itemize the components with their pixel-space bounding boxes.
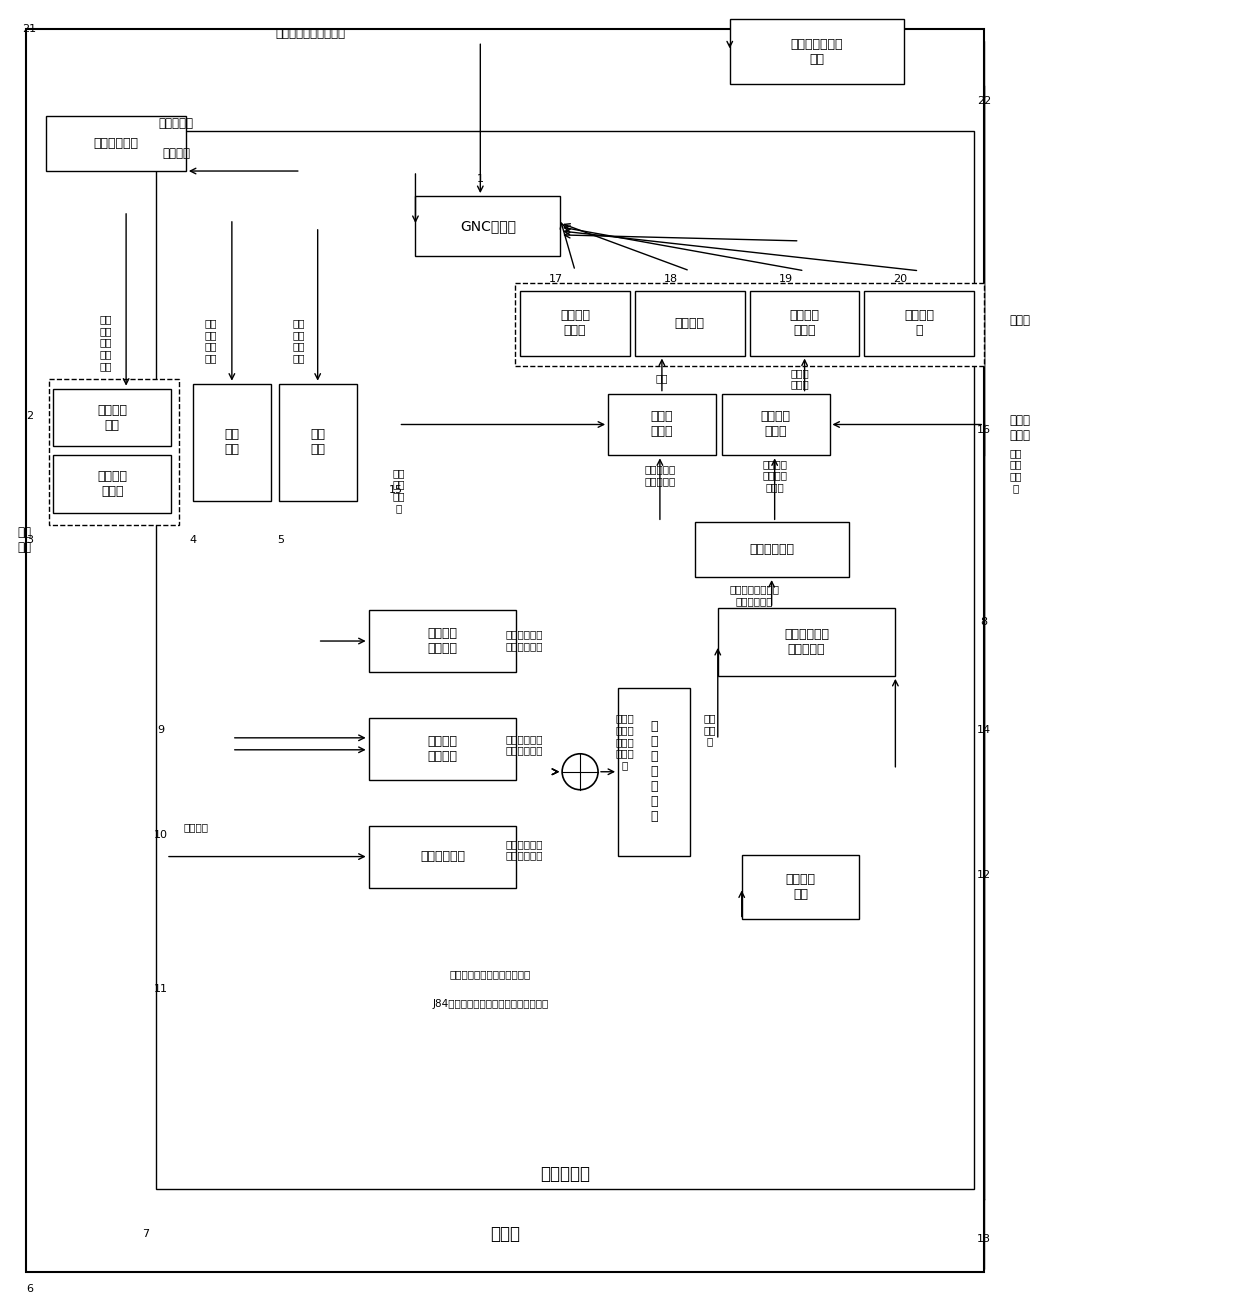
Text: 动
力
学
计
算
模
块: 动 力 学 计 算 模 块	[650, 720, 657, 823]
Bar	[156, 131, 975, 1189]
Text: 航天器本体系
下的三轴力矩: 航天器本体系 下的三轴力矩	[506, 733, 543, 756]
Text: 2: 2	[26, 411, 33, 421]
Text: 22: 22	[977, 96, 991, 106]
Text: 17: 17	[549, 274, 563, 283]
Text: 敏感器: 敏感器	[1009, 314, 1030, 327]
Text: 3: 3	[26, 535, 32, 546]
Bar	[722, 394, 830, 455]
Text: 力矩计算模块: 力矩计算模块	[420, 850, 465, 863]
Text: 地球红
外辐射: 地球红 外辐射	[790, 367, 808, 390]
Text: 执行
机构: 执行 机构	[17, 526, 31, 554]
Bar	[864, 291, 975, 356]
Text: 恒流
源激
励信
号: 恒流 源激 励信 号	[392, 468, 404, 513]
Bar	[368, 718, 516, 779]
Text: 静态力矩
测量台: 静态力矩 测量台	[97, 471, 128, 499]
Text: 20: 20	[893, 274, 908, 283]
Text: 控制
力矩
陀螺
控制
命令: 控制 力矩 陀螺 控制 命令	[100, 315, 113, 371]
Text: 前置站: 前置站	[490, 1225, 521, 1242]
Text: 动力
学输
出: 动力 学输 出	[703, 714, 715, 747]
Text: 推进
系统
控制
命令: 推进 系统 控制 命令	[293, 319, 305, 363]
Text: 19: 19	[779, 274, 792, 283]
Text: 陀螺、加
速度计: 陀螺、加 速度计	[560, 310, 590, 337]
Bar	[750, 291, 859, 356]
Text: 惯性坐标系下航天器的角速度: 惯性坐标系下航天器的角速度	[450, 970, 531, 979]
Text: 指令、注入: 指令、注入	[159, 117, 193, 130]
Text: 坐标变换
模块: 坐标变换 模块	[786, 872, 816, 901]
Text: 遥测数据: 遥测数据	[162, 147, 190, 160]
Text: 推进系统
数学模型: 推进系统 数学模型	[428, 627, 458, 655]
Text: 18: 18	[663, 274, 678, 283]
Text: 9: 9	[157, 724, 165, 735]
Text: 15: 15	[388, 485, 403, 496]
Bar	[53, 455, 171, 513]
Text: 红外地球
模拟器: 红外地球 模拟器	[760, 411, 791, 438]
Text: 13: 13	[977, 1233, 991, 1244]
Text: 太阳敏感
器: 太阳敏感 器	[904, 310, 934, 337]
Text: 控制力矩
陀螺: 控制力矩 陀螺	[97, 404, 128, 432]
Text: 6: 6	[26, 1283, 32, 1294]
Bar	[193, 383, 270, 501]
Bar	[26, 1199, 985, 1269]
Text: 7: 7	[143, 1229, 150, 1239]
Text: 磁力
矩器: 磁力 矩器	[224, 429, 239, 457]
Bar	[368, 610, 516, 672]
Text: 8: 8	[981, 617, 988, 627]
Text: 外系统等效器: 外系统等效器	[94, 136, 139, 150]
Text: 数据显示和存储
系统: 数据显示和存储 系统	[791, 38, 843, 66]
Text: 11: 11	[154, 984, 169, 994]
Text: 红外地球
模拟器激
励信号: 红外地球 模拟器激 励信号	[763, 459, 787, 492]
Bar	[635, 291, 745, 356]
Text: 测量力矩: 测量力矩	[184, 823, 208, 833]
Text: 敏感器和敏感器模
拟器激励信号: 敏感器和敏感器模 拟器激励信号	[729, 584, 780, 606]
Text: 航天器
本体系
下的三
轴合力
矩: 航天器 本体系 下的三 轴合力 矩	[615, 714, 635, 770]
Text: 12: 12	[977, 870, 991, 879]
Text: 4: 4	[190, 535, 196, 546]
Text: 16: 16	[977, 425, 991, 436]
Text: 恒流
源激
励信
号: 恒流 源激 励信 号	[1009, 447, 1022, 493]
Bar	[608, 394, 715, 455]
Text: 星图: 星图	[656, 374, 668, 383]
Bar	[516, 283, 985, 366]
Text: 动态星
模拟器: 动态星 模拟器	[651, 411, 673, 438]
Text: 14: 14	[977, 724, 991, 735]
Bar	[730, 20, 904, 84]
Bar	[368, 825, 516, 887]
Bar	[53, 388, 171, 446]
Text: 星敏感器: 星敏感器	[675, 316, 704, 329]
Bar	[742, 854, 859, 920]
Text: 航天器本体系
下的三轴力矩: 航天器本体系 下的三轴力矩	[506, 838, 543, 861]
Text: 21: 21	[22, 25, 36, 34]
Bar	[415, 195, 560, 256]
Text: J84坐标系下航天器的位置、姿态四元数: J84坐标系下航天器的位置、姿态四元数	[433, 1000, 548, 1009]
Text: GNC控制器: GNC控制器	[460, 219, 516, 234]
Text: 仿真计算机: 仿真计算机	[541, 1165, 590, 1183]
Text: 敏感器
模拟器: 敏感器 模拟器	[1009, 415, 1030, 442]
Text: 推进
系统: 推进 系统	[310, 429, 325, 457]
Text: 1: 1	[477, 174, 484, 184]
Bar	[46, 117, 186, 171]
Text: 敏感器激励信
号计算模块: 敏感器激励信 号计算模块	[784, 628, 830, 656]
Bar	[618, 687, 689, 855]
Bar	[718, 607, 895, 676]
Text: 磁力
矩器
控制
命令: 磁力 矩器 控制 命令	[205, 319, 217, 363]
Text: 10: 10	[154, 829, 169, 840]
Bar	[521, 291, 630, 356]
Text: 磁力矩器
数学模型: 磁力矩器 数学模型	[428, 735, 458, 762]
Bar	[279, 383, 357, 501]
Text: 红外地球
敏感器: 红外地球 敏感器	[790, 310, 820, 337]
Text: 信号调理模块: 信号调理模块	[750, 543, 795, 556]
Bar	[50, 379, 179, 525]
Bar	[694, 522, 849, 577]
Bar	[26, 29, 985, 1271]
Text: 遥测数据、指令、注入: 遥测数据、指令、注入	[275, 26, 346, 39]
Text: 5: 5	[278, 535, 284, 546]
Text: 航天器本体系
下的三轴力矩: 航天器本体系 下的三轴力矩	[506, 630, 543, 651]
Text: 动态星模拟
器激励信号: 动态星模拟 器激励信号	[645, 464, 676, 487]
